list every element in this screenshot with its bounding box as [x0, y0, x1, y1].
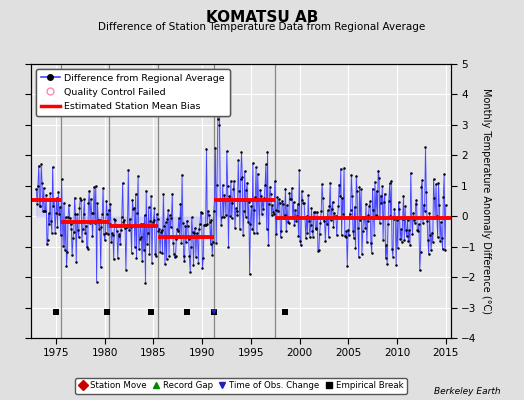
Text: Difference of Station Temperature Data from Regional Average: Difference of Station Temperature Data f…	[99, 22, 425, 32]
Y-axis label: Monthly Temperature Anomaly Difference (°C): Monthly Temperature Anomaly Difference (…	[481, 88, 490, 314]
Legend: Difference from Regional Average, Quality Control Failed, Estimated Station Mean: Difference from Regional Average, Qualit…	[36, 69, 230, 116]
Text: KOMATSU AB: KOMATSU AB	[206, 10, 318, 25]
Legend: Station Move, Record Gap, Time of Obs. Change, Empirical Break: Station Move, Record Gap, Time of Obs. C…	[75, 378, 407, 394]
Text: Berkeley Earth: Berkeley Earth	[434, 387, 500, 396]
